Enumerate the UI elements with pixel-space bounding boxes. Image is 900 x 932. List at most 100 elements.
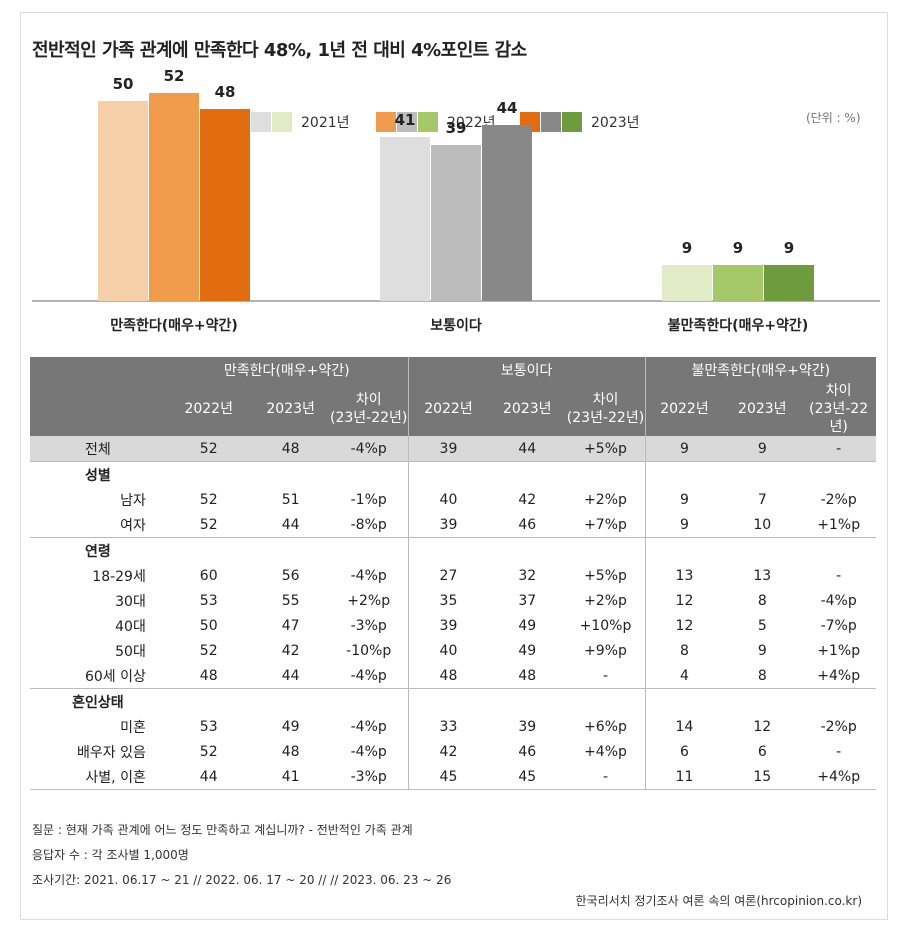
- legend-label-2023: 2023년: [591, 115, 640, 131]
- table-cell: 49: [518, 617, 537, 634]
- section-label: 연령: [30, 537, 166, 563]
- table-cell: +4%p: [817, 667, 861, 684]
- table-cell: 53: [199, 592, 218, 609]
- bar-0-2: [200, 109, 250, 301]
- row-label: 전체: [30, 436, 166, 462]
- table-cell: +5%p: [566, 436, 646, 462]
- table-cell: 13: [644, 563, 724, 588]
- table-cell: 48: [407, 663, 489, 689]
- table-cell: 46: [518, 743, 537, 760]
- header-empty: [30, 357, 166, 382]
- table-cell: 45: [407, 764, 489, 790]
- table-cell: 9: [644, 436, 724, 462]
- table-cell-empty: [723, 688, 802, 714]
- table-cell: 12: [753, 718, 772, 735]
- table-group-header-row: 만족한다(매우+약간) 보통이다 불만족한다(매우+약간): [30, 357, 876, 382]
- table-cell-empty: [165, 537, 252, 563]
- row-label: 사별, 이혼: [85, 769, 146, 786]
- header-diff: 차이 (23년-22년): [329, 382, 409, 436]
- table-cell-empty: [801, 688, 876, 714]
- table-cell-empty: [566, 537, 646, 563]
- table-cell: 8: [757, 592, 767, 609]
- table-cell: -10%p: [346, 642, 392, 659]
- table-cell: 8: [757, 667, 767, 684]
- table-cell: -4%p: [329, 436, 409, 462]
- bar-1-0: [380, 137, 430, 301]
- data-label: 9: [682, 239, 692, 257]
- table-cell: +6%p: [584, 718, 627, 735]
- note-respondents: 응답자 수 : 각 조사별 1,000명: [32, 848, 189, 862]
- table-cell: 42: [281, 642, 300, 659]
- table-cell-empty: [251, 461, 330, 487]
- table-cell: 42: [407, 739, 489, 764]
- header-diff-sub: (23년-22년): [809, 401, 869, 435]
- table-cell: -3%p: [350, 768, 387, 785]
- table-row: 30대 53 55 +2%p 35 37 +2%p 12 8 -4%p: [30, 588, 876, 613]
- figure-frame: [20, 12, 888, 920]
- table-cell-empty: [407, 537, 489, 563]
- table-cell: 48: [199, 667, 218, 684]
- table-cell: 39: [518, 718, 537, 735]
- notes: 질문 : 현재 가족 관계에 어느 정도 만족하고 계십니까? - 전반적인 가…: [32, 818, 451, 893]
- table-cell: 48: [518, 667, 537, 684]
- table-cell: -: [602, 667, 609, 684]
- legend-swatch-2023-neutral: [541, 112, 561, 132]
- table-cell: 52: [199, 491, 218, 508]
- bar-chart: 50 52 48 만족한다(매우+약간) 41 39 44 보통이다 9 9 9 불만족한다(매우+약…: [32, 67, 880, 334]
- table-row: 여자 52 44 -8%p 39 46 +7%p 9 10 +1%p: [30, 512, 876, 538]
- table-cell: -4%p: [350, 743, 387, 760]
- table-cell: 6: [757, 743, 767, 760]
- table-cell: 56: [281, 567, 300, 584]
- table-cell: 48: [281, 743, 300, 760]
- table-cell: 13: [753, 567, 772, 584]
- table-cell: +2%p: [347, 592, 391, 609]
- legend-swatch-2022-satisfied: [376, 112, 396, 132]
- table-cell: 11: [644, 764, 724, 790]
- table-cell: 6: [644, 739, 724, 764]
- header-2022: 2022년: [407, 382, 489, 436]
- category-label: 보통이다: [430, 317, 482, 334]
- row-label: 60세 이상: [84, 668, 146, 685]
- table-cell: -3%p: [350, 617, 387, 634]
- table-cell: +4%p: [817, 768, 861, 785]
- table-cell: 8: [644, 638, 724, 663]
- table-cell: -4%p: [350, 718, 387, 735]
- table-cell: +1%p: [817, 516, 861, 533]
- table-cell: 49: [281, 718, 300, 735]
- table-cell-empty: [723, 461, 802, 487]
- table-cell: 40: [407, 638, 489, 663]
- table-cell-empty: [644, 688, 724, 714]
- source-credit: 한국리서치 정기조사 여론 속의 여론(hrcopinion.co.kr): [575, 894, 862, 908]
- table-row: 60세 이상 48 44 -4%p 48 48-4 8 +4%p: [30, 663, 876, 689]
- header-diff: 차이 (23년-22년): [801, 382, 876, 436]
- table-cell-empty: [165, 688, 252, 714]
- table-cell-empty: [407, 461, 489, 487]
- table-cell: 60: [199, 567, 218, 584]
- category-label: 만족한다(매우+약간): [110, 317, 238, 334]
- table-section-header: 성별: [30, 461, 876, 487]
- table-cell: 39: [407, 512, 489, 538]
- table-cell: +7%p: [584, 516, 627, 533]
- header-group-satisfied: 만족한다(매우+약간): [165, 357, 409, 382]
- section-label: 성별: [30, 461, 166, 487]
- table-section-header: 혼인상태: [30, 688, 876, 714]
- table-cell: 46: [518, 516, 537, 533]
- table-cell: 44: [281, 667, 300, 684]
- legend-swatch-2022-neutral: [397, 112, 417, 132]
- table-cell: 52: [165, 436, 252, 462]
- table-cell: 9: [757, 642, 767, 659]
- data-label: 44: [497, 99, 518, 117]
- header-group-neutral: 보통이다: [407, 357, 646, 382]
- table-cell: -: [836, 567, 842, 584]
- table-body: 전체 52 48 -4%p 39 44 +5%p 9 9- 성별 남자 52 51 -1%p 40 42 +2%…: [30, 436, 876, 791]
- table-cell: 39: [407, 436, 489, 462]
- table-cell: 35: [407, 588, 489, 613]
- legend-label-2021: 2021년: [301, 115, 350, 131]
- header-2023: 2023년: [723, 382, 802, 436]
- table-row: 18-29세 60 56 -4%p 27 32 +5%p 13 13 -: [30, 563, 876, 588]
- table-cell: -: [801, 436, 876, 462]
- table-cell: 41: [281, 768, 300, 785]
- table-cell-empty: [801, 537, 876, 563]
- bar-1-1: [431, 145, 481, 301]
- data-label: 50: [113, 75, 134, 93]
